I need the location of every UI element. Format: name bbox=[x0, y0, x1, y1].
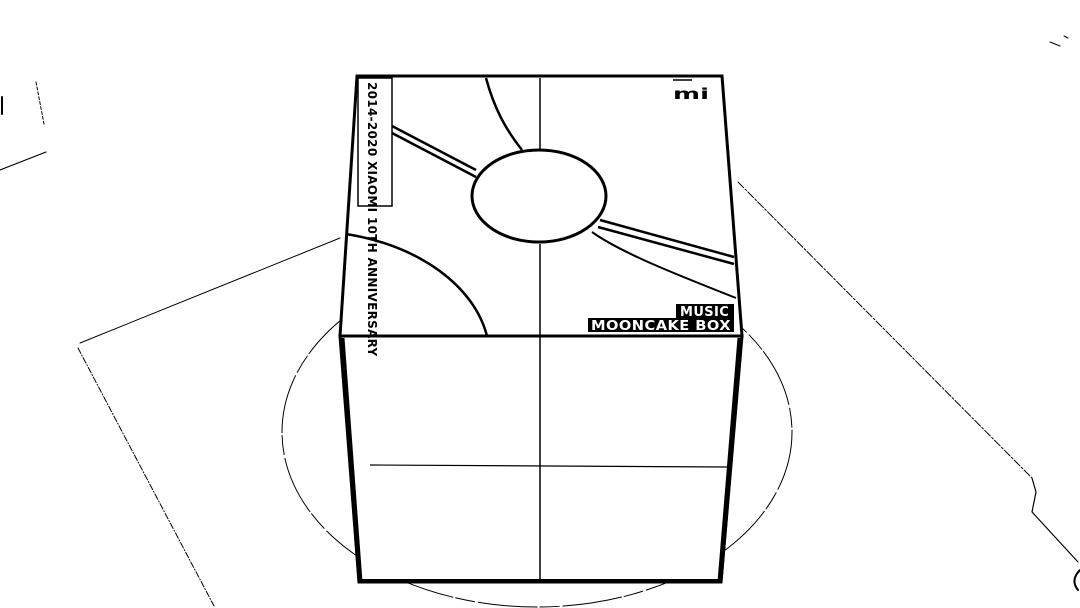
product-label: MUSIC MOONCAKE BOX bbox=[588, 304, 734, 334]
table-right-edge bbox=[737, 181, 1033, 479]
top-arc-lower-left bbox=[345, 232, 489, 337]
box-front-horizontal-line bbox=[369, 464, 728, 468]
tonearm-right-curve bbox=[591, 231, 737, 299]
product-label-music-bg bbox=[676, 304, 734, 318]
mi-logo: mi bbox=[673, 85, 709, 103]
record-center-circle bbox=[470, 148, 608, 244]
tonearm-left-line-b bbox=[391, 131, 477, 179]
anniversary-label: 2014-2020 XIAOMI 10TH ANNIVERSARY bbox=[357, 77, 393, 357]
product-label-music: MUSIC bbox=[680, 305, 729, 320]
anniversary-text: 2014-2020 XIAOMI 10TH ANNIVERSARY bbox=[365, 82, 379, 357]
left-corner-line bbox=[35, 81, 45, 125]
right-top-specks bbox=[1049, 35, 1069, 47]
left-wall-line bbox=[0, 151, 47, 171]
box-front-right-edge bbox=[717, 337, 743, 583]
table-top-edge-left bbox=[79, 237, 341, 344]
right-edge-blob bbox=[1073, 569, 1080, 591]
table-left-edge bbox=[77, 347, 215, 607]
tonearm-right-line-b bbox=[597, 225, 735, 266]
tonearm-right-line-a bbox=[599, 218, 735, 259]
top-arc-upper bbox=[484, 77, 523, 151]
background-lines bbox=[0, 35, 1080, 607]
product-label-mooncake: MOONCAKE BOX bbox=[591, 319, 731, 334]
box-front-face bbox=[338, 334, 744, 584]
table-right-corner bbox=[1031, 477, 1079, 563]
tonearm-left-line-a bbox=[391, 124, 477, 172]
box-front-left-edge bbox=[339, 337, 363, 583]
product-label-mooncake-bg bbox=[588, 318, 734, 332]
mooncake-box: 2014-2020 XIAOMI 10TH ANNIVERSARY mi MUS… bbox=[338, 74, 744, 584]
